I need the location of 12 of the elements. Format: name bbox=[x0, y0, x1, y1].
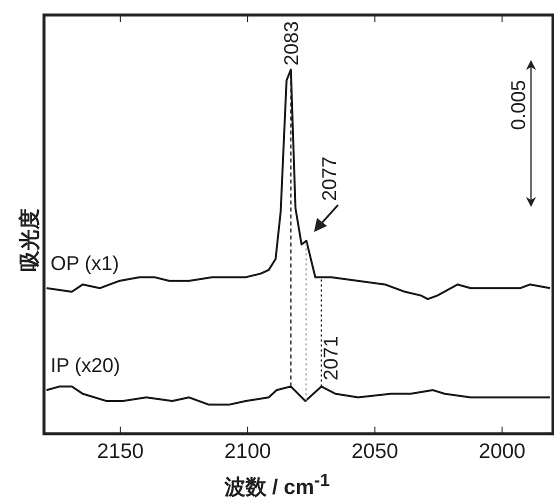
x-tick-label: 2050 bbox=[351, 440, 398, 464]
x-tick-label: 2100 bbox=[224, 440, 271, 464]
x-axis-title: 波数 / cm$^{-1}$ bbox=[223, 470, 331, 501]
ref-line-label: 2077 bbox=[319, 156, 342, 201]
ref-line-label: 2071 bbox=[320, 336, 342, 380]
series-label: IP (x20) bbox=[50, 355, 120, 378]
ref-line-label: 2083 bbox=[280, 21, 303, 66]
x-tick-label: 2150 bbox=[96, 440, 144, 464]
series-label: OP (x1) bbox=[50, 253, 120, 276]
y-axis-title: 吸光度 bbox=[17, 208, 42, 272]
annotation: 0.005 bbox=[508, 80, 530, 130]
x-tick-label: 2000 bbox=[478, 440, 526, 464]
